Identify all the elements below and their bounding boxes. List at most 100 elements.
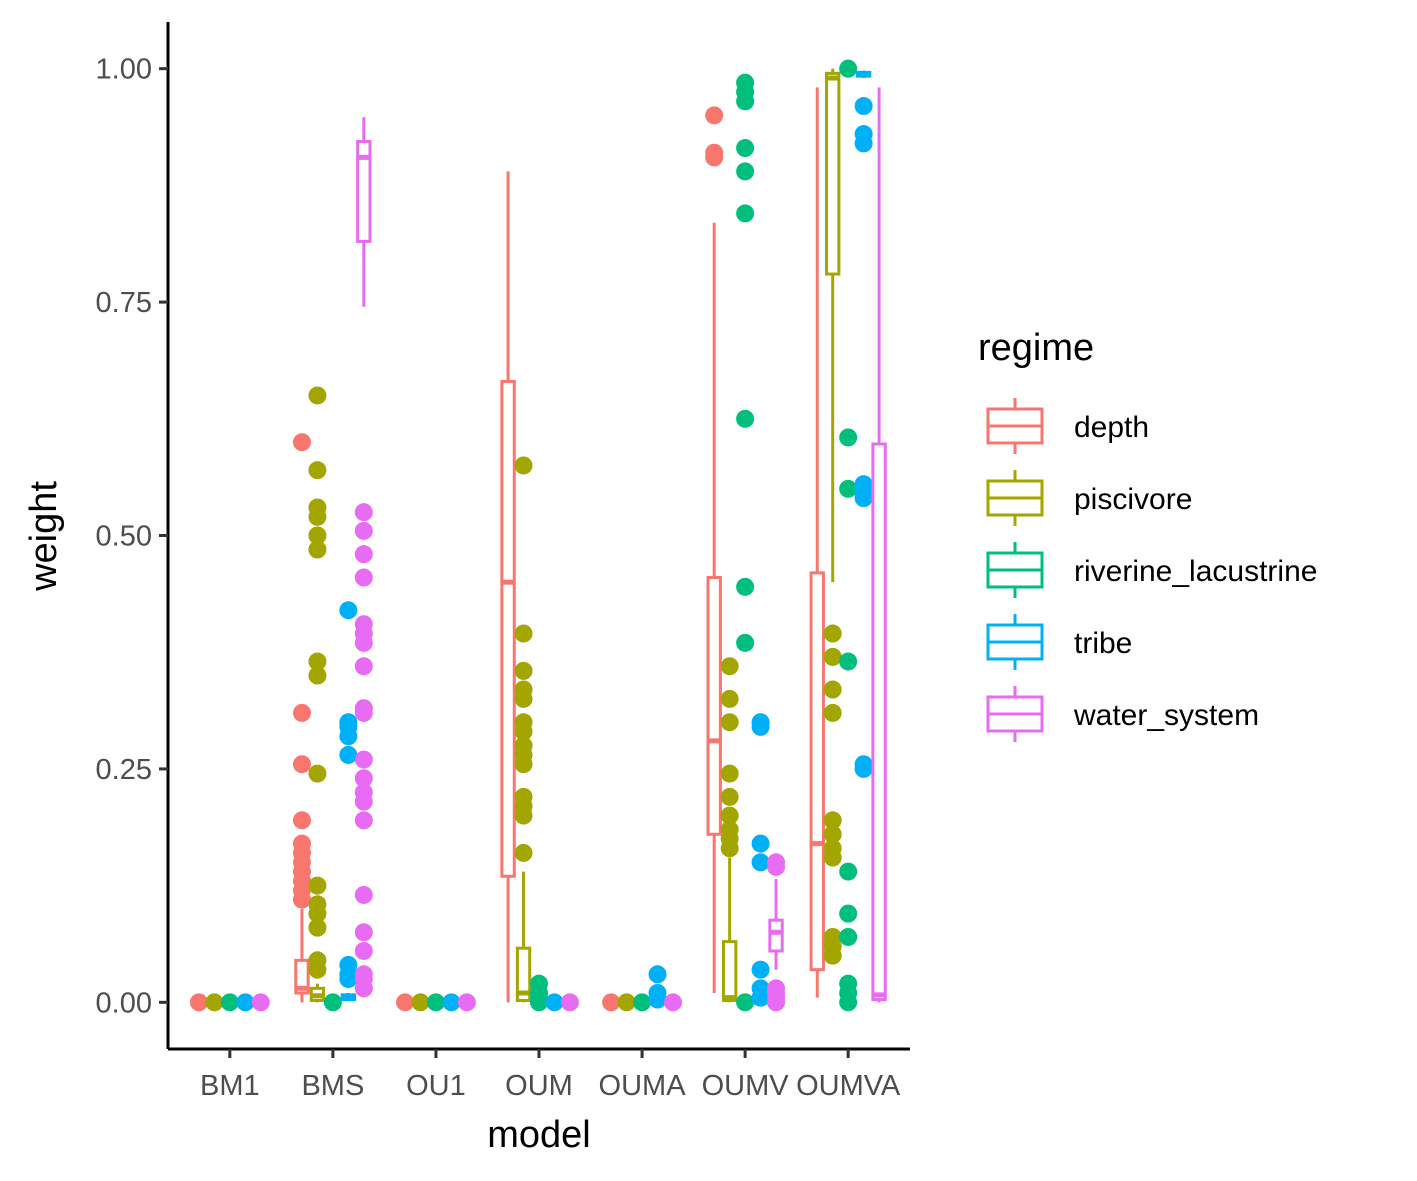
box-group [530, 974, 548, 1012]
box-group [426, 993, 445, 1012]
x-tick-label: OU1 [406, 1070, 466, 1102]
outlier-point [839, 862, 858, 881]
outlier-point [617, 993, 636, 1012]
box [721, 940, 738, 1002]
outlier-point [854, 134, 873, 153]
box-group [236, 993, 255, 1012]
outlier-point [308, 652, 327, 671]
outlier-point [602, 993, 621, 1012]
legend-item: depth [986, 398, 1149, 454]
axes: 0.00 0.25 0.50 0.75 1.00 BM1 BMS OU1 OUM OUMA OUM… [23, 22, 910, 1156]
x-tick-label: OUM [505, 1070, 573, 1102]
legend-label: piscivore [1074, 483, 1192, 516]
outlier-point [292, 433, 311, 452]
box [871, 442, 887, 1002]
outlier-point [308, 918, 327, 937]
outlier-point [530, 993, 548, 1012]
outlier-point [354, 633, 373, 652]
outlier-point [545, 993, 564, 1012]
y-axis-ticks: 0.00 0.25 0.50 0.75 1.00 [96, 54, 168, 1019]
outlier-point [308, 526, 327, 545]
box-group [705, 106, 724, 993]
outlier-point [411, 993, 430, 1012]
outlier-point [354, 885, 373, 904]
outlier-point [308, 386, 327, 405]
box-group [823, 68, 842, 965]
outlier-point [354, 769, 373, 788]
y-tick-label: 0.75 [96, 287, 152, 319]
box [809, 571, 825, 972]
box-group [323, 993, 342, 1012]
box-group [514, 456, 533, 1003]
outlier-point [354, 703, 373, 722]
x-tick-label: OUMV [702, 1070, 790, 1102]
outlier-point [823, 946, 842, 965]
box-group [871, 87, 887, 1003]
outlier-point [354, 521, 373, 540]
outlier-point [839, 59, 858, 78]
outlier-point [767, 993, 786, 1012]
box-group [617, 993, 636, 1012]
outlier-point [736, 139, 755, 158]
x-tick-label: OUMA [599, 1070, 687, 1102]
outlier-point [648, 990, 667, 1009]
outlier-point [308, 876, 327, 895]
outlier-point [354, 792, 373, 811]
outlier-point [292, 890, 311, 909]
outlier-point [720, 806, 739, 825]
legend-title: regime [978, 327, 1094, 369]
outlier-point [560, 993, 579, 1012]
outlier-point [339, 745, 358, 764]
outlier-point [354, 750, 373, 769]
box-group [602, 993, 621, 1012]
box-group [809, 87, 825, 998]
outlier-point [339, 727, 358, 746]
box-group [854, 70, 873, 778]
box-group [354, 117, 373, 998]
outlier-point [514, 661, 533, 680]
outlier-point [736, 577, 755, 596]
outlier-point [736, 204, 755, 223]
outlier-point [720, 689, 739, 708]
outlier-point [736, 162, 755, 181]
box-group [736, 73, 755, 1012]
outlier-point [736, 993, 755, 1012]
outlier-point [767, 857, 786, 876]
outlier-point [308, 960, 327, 979]
outlier-point [751, 853, 770, 872]
legend-label: water_system [1073, 699, 1259, 732]
outlier-point [354, 657, 373, 676]
box-group [442, 993, 461, 1012]
box [768, 918, 784, 953]
box-group [720, 657, 739, 1003]
box-group [308, 386, 327, 1003]
box-group [500, 171, 516, 1003]
outlier-point [736, 633, 755, 652]
outlier-point [292, 755, 311, 774]
outlier-point [823, 624, 842, 643]
outlier-point [354, 923, 373, 942]
outlier-point [751, 988, 770, 1007]
legend: regime depth piscivore riverine_lacustrine… [978, 327, 1317, 742]
outlier-point [839, 993, 858, 1012]
box-group [648, 965, 667, 1009]
x-axis-title: model [487, 1114, 591, 1156]
outlier-point [823, 811, 842, 830]
outlier-point [720, 713, 739, 732]
outlier-point [514, 755, 533, 774]
outlier-point [720, 787, 739, 806]
outlier-point [308, 666, 327, 685]
outlier-point [823, 647, 842, 666]
outlier-point [751, 960, 770, 979]
box-group [411, 993, 430, 1012]
box-group [633, 993, 652, 1012]
y-tick-label: 0.00 [96, 987, 152, 1019]
outlier-point [189, 993, 208, 1012]
legend-item: water_system [986, 686, 1259, 742]
box-group [396, 993, 415, 1012]
box-group [560, 993, 579, 1012]
outlier-point [720, 657, 739, 676]
x-tick-label: BMS [301, 1070, 364, 1102]
